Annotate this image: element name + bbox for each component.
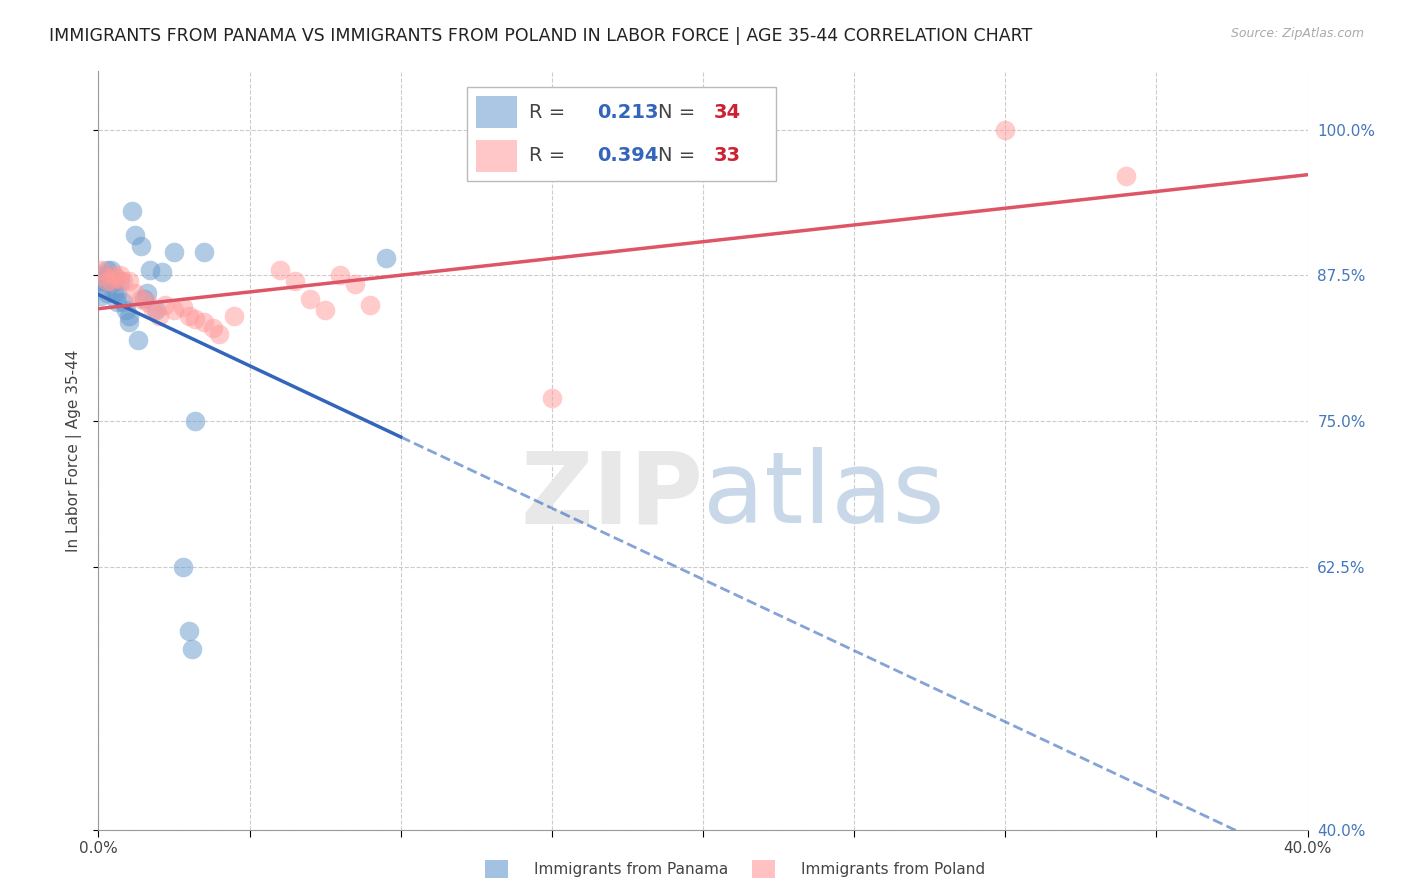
Immigrants from Poland <box>193 315 215 329</box>
Immigrants from Panama <box>96 262 118 277</box>
Text: IMMIGRANTS FROM PANAMA VS IMMIGRANTS FROM POLAND IN LABOR FORCE | AGE 35-44 CORR: IMMIGRANTS FROM PANAMA VS IMMIGRANTS FRO… <box>49 27 1032 45</box>
Immigrants from Poland <box>163 303 186 318</box>
Immigrants from Panama <box>114 303 136 318</box>
Immigrants from Poland <box>111 274 134 288</box>
Immigrants from Poland <box>96 274 118 288</box>
Immigrants from Poland <box>299 292 322 306</box>
Text: Immigrants from Poland: Immigrants from Poland <box>801 863 986 877</box>
Immigrants from Panama <box>105 295 128 310</box>
Text: Immigrants from Panama: Immigrants from Panama <box>534 863 728 877</box>
Immigrants from Poland <box>184 311 207 326</box>
Immigrants from Poland <box>108 268 131 283</box>
Immigrants from Panama <box>90 289 112 303</box>
Immigrants from Panama <box>105 285 128 300</box>
Immigrants from Panama <box>96 285 118 300</box>
Immigrants from Panama <box>181 641 204 656</box>
Immigrants from Poland <box>360 298 382 312</box>
Immigrants from Panama <box>129 239 152 253</box>
Immigrants from Poland <box>540 391 562 405</box>
Immigrants from Poland <box>172 300 194 314</box>
Immigrants from Poland <box>1115 169 1137 184</box>
Immigrants from Panama <box>163 245 186 260</box>
Immigrants from Panama <box>172 560 194 574</box>
Immigrants from Poland <box>153 298 176 312</box>
Immigrants from Panama <box>132 292 155 306</box>
Immigrants from Poland <box>124 285 146 300</box>
Immigrants from Poland <box>269 262 291 277</box>
Immigrants from Poland <box>202 321 225 335</box>
Immigrants from Panama <box>150 265 173 279</box>
Immigrants from Panama <box>124 227 146 242</box>
Text: ZIP: ZIP <box>520 448 703 544</box>
Immigrants from Poland <box>135 295 157 310</box>
Immigrants from Panama <box>135 285 157 300</box>
Immigrants from Poland <box>93 268 115 283</box>
Text: atlas: atlas <box>703 448 945 544</box>
Immigrants from Panama <box>93 268 115 283</box>
Immigrants from Panama <box>103 285 125 300</box>
Immigrants from Panama <box>108 274 131 288</box>
Immigrants from Panama <box>145 303 167 318</box>
Immigrants from Panama <box>100 262 122 277</box>
Immigrants from Poland <box>142 303 165 318</box>
Immigrants from Poland <box>994 122 1017 136</box>
Immigrants from Poland <box>284 274 307 288</box>
Immigrants from Poland <box>100 274 122 288</box>
Immigrants from Poland <box>105 270 128 285</box>
Immigrants from Poland <box>179 310 201 324</box>
Text: Source: ZipAtlas.com: Source: ZipAtlas.com <box>1230 27 1364 40</box>
Immigrants from Panama <box>90 274 112 288</box>
Immigrants from Poland <box>118 274 141 288</box>
Immigrants from Poland <box>103 268 125 283</box>
Immigrants from Panama <box>96 268 118 283</box>
Immigrants from Panama <box>118 315 141 329</box>
Immigrants from Panama <box>121 204 143 219</box>
Immigrants from Panama <box>127 333 149 347</box>
Immigrants from Panama <box>179 624 201 639</box>
Immigrants from Poland <box>344 277 367 291</box>
Immigrants from Panama <box>100 272 122 286</box>
Immigrants from Panama <box>184 414 207 428</box>
Immigrants from Poland <box>90 262 112 277</box>
Immigrants from Poland <box>148 310 170 324</box>
Immigrants from Poland <box>329 268 352 283</box>
Immigrants from Poland <box>314 303 336 318</box>
Immigrants from Poland <box>129 292 152 306</box>
Immigrants from Panama <box>374 251 396 265</box>
Y-axis label: In Labor Force | Age 35-44: In Labor Force | Age 35-44 <box>66 350 83 551</box>
Immigrants from Panama <box>118 310 141 324</box>
Immigrants from Panama <box>93 274 115 288</box>
Immigrants from Panama <box>193 245 215 260</box>
Immigrants from Poland <box>208 326 231 341</box>
Immigrants from Poland <box>224 310 246 324</box>
Immigrants from Panama <box>103 274 125 288</box>
Immigrants from Panama <box>111 295 134 310</box>
Immigrants from Panama <box>139 262 162 277</box>
